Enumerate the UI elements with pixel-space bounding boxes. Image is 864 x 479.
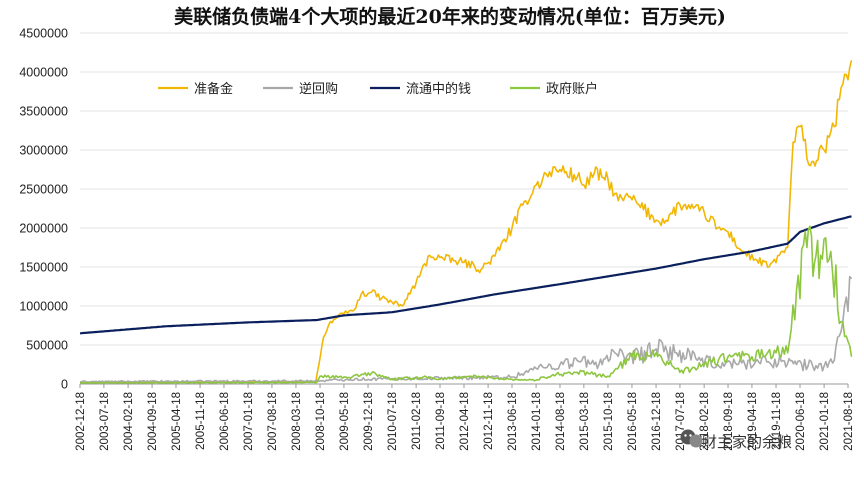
- x-tick-label: 2011-09-18: [435, 392, 447, 450]
- legend-item: 准备金: [158, 81, 233, 97]
- x-tick-label: 2018-02-18: [699, 392, 711, 451]
- legend-item: 政府账户: [510, 81, 598, 97]
- x-tick-label: 2004-02-18: [123, 392, 135, 451]
- x-tick-label: 2012-04-18: [459, 392, 471, 451]
- x-tick-label: 2008-03-18: [291, 392, 303, 451]
- wechat-icon: [680, 429, 703, 448]
- x-tick-label: 2009-12-18: [363, 392, 375, 451]
- x-tick-label: 2019-11-18: [771, 392, 783, 450]
- x-tick-label: 2021-08-18: [843, 392, 855, 451]
- legend-label: 逆回购: [299, 81, 338, 97]
- x-tick-label: 2010-07-18: [387, 392, 399, 451]
- x-tick-label: 2014-08-18: [555, 392, 567, 451]
- x-tick-label: 2012-11-18: [483, 392, 495, 450]
- legend: 准备金 逆回购 流通中的钱 政府账户: [158, 81, 598, 97]
- x-axis: 2002-12-18 2003-07-18 2004-02-18 2004-09-18…: [75, 384, 855, 451]
- legend-label: 流通中的钱: [406, 81, 471, 97]
- x-tick-label: 2004-09-18: [147, 392, 159, 451]
- grid-lines: [80, 32, 848, 385]
- x-tick-label: 2016-05-18: [627, 392, 639, 451]
- x-tick-label: 2003-07-18: [99, 392, 111, 451]
- y-tick-label: 4500000: [19, 27, 68, 41]
- y-tick-label: 500000: [26, 339, 68, 353]
- x-tick-label: 2005-11-18: [195, 392, 207, 450]
- y-tick-label: 2000000: [19, 222, 68, 236]
- series-line: [79, 225, 853, 384]
- x-tick-label: 2018-09-18: [723, 392, 735, 451]
- legend-label: 准备金: [194, 81, 233, 97]
- y-tick-label: 1000000: [19, 300, 68, 314]
- series-lines: [79, 60, 853, 384]
- x-tick-label: 2015-03-18: [579, 392, 591, 451]
- x-tick-label: 2005-04-18: [171, 392, 183, 451]
- watermark: 财主家的余粮: [680, 429, 792, 451]
- legend-item: 逆回购: [263, 81, 338, 97]
- y-tick-label: 0: [61, 378, 68, 392]
- x-tick-label: 2008-10-18: [315, 392, 327, 451]
- legend-label: 政府账户: [546, 81, 598, 97]
- series-line: [79, 215, 852, 335]
- x-tick-label: 2006-06-18: [219, 392, 231, 451]
- x-tick-label: 2016-12-18: [651, 392, 663, 451]
- x-tick-label: 2007-08-18: [267, 392, 279, 451]
- x-tick-label: 2002-12-18: [75, 392, 87, 451]
- x-tick-label: 2015-10-18: [603, 392, 615, 451]
- legend-item: 流通中的钱: [370, 81, 471, 97]
- y-tick-label: 3500000: [19, 105, 68, 119]
- watermark-text: 财主家的余粮: [702, 433, 792, 451]
- x-tick-label: 2021-01-18: [819, 392, 831, 451]
- x-tick-label: 2009-05-18: [339, 392, 351, 451]
- y-tick-label: 3000000: [19, 144, 68, 158]
- x-tick-label: 2014-01-18: [531, 392, 543, 451]
- y-tick-label: 1500000: [19, 261, 68, 275]
- x-tick-label: 2011-02-18: [411, 392, 423, 450]
- y-tick-label: 2500000: [19, 183, 68, 197]
- chart-title: 美联储负债端4个大项的最近20年来的变动情况(单位：百万美元): [174, 5, 726, 28]
- y-axis: 0 500000 1000000 1500000 2000000 2500000 30000…: [19, 27, 68, 392]
- x-tick-label: 2020-06-18: [795, 392, 807, 451]
- x-tick-label: 2007-01-18: [243, 392, 255, 451]
- x-tick-label: 2019-04-18: [747, 392, 759, 451]
- x-tick-label: 2013-06-18: [507, 392, 519, 451]
- y-tick-label: 4000000: [19, 66, 68, 80]
